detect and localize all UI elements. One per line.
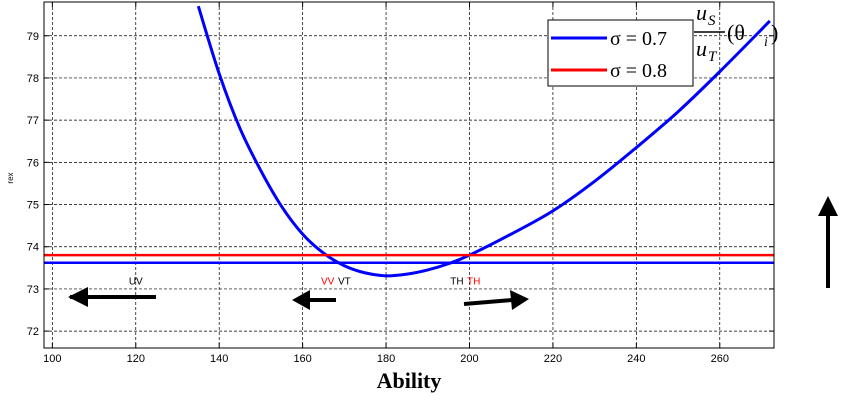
- x-tick-label: 200: [460, 353, 478, 365]
- formula-numerator: u: [696, 0, 707, 25]
- tick-layer: 100 120 140 160 180 200 220 240 260 72 73 74 75 76 77 7…: [27, 2, 774, 365]
- x-tick-label: 240: [627, 353, 645, 365]
- y-tick-label: 73: [27, 284, 39, 296]
- x-tick-label: 220: [544, 353, 562, 365]
- y-tick-label: 79: [27, 31, 39, 43]
- x-tick-label: 180: [377, 353, 395, 365]
- x-axis-label: Ability: [377, 368, 442, 393]
- x-tick-label: 100: [43, 353, 61, 365]
- arrow-up: [818, 196, 838, 288]
- formula-numerator-subscript: S: [708, 13, 716, 29]
- grid: [44, 2, 774, 348]
- plot-frame: [43, 1, 775, 349]
- x-tick-label: 160: [293, 353, 311, 365]
- arrow-left-far: [68, 287, 156, 307]
- y-tick-label: 75: [27, 200, 39, 212]
- y-axis-label: rex: [6, 172, 15, 183]
- y-tick-label: 76: [27, 157, 39, 169]
- annotation-label-2: VT: [338, 276, 351, 287]
- formula-denominator: u: [696, 36, 707, 61]
- formula-argument-close: ): [771, 20, 778, 45]
- y-tick-label: 78: [27, 73, 39, 85]
- series-curve-0: [196, 5, 771, 278]
- arrow-left-near: [292, 290, 336, 310]
- annotation-label-0: UV: [129, 276, 143, 287]
- x-tick-label: 140: [210, 353, 228, 365]
- series-layer: [44, 5, 774, 278]
- annotation-layer: UV VV VT TH TH: [129, 276, 481, 287]
- y-tick-label: 72: [27, 326, 39, 338]
- arrow-right: [463, 290, 529, 310]
- formula-argument-subscript: i: [764, 35, 768, 50]
- formula-argument: (θ: [727, 20, 745, 45]
- y-tick-label: 74: [27, 242, 39, 254]
- annotation-label-3: TH: [450, 276, 463, 287]
- x-tick-label: 120: [127, 353, 145, 365]
- formula-denominator-subscript: T: [708, 49, 718, 65]
- annotation-label-1: VV: [321, 276, 335, 287]
- curve-formula-label: u S u T (θ i ): [694, 0, 778, 65]
- y-tick-label: 77: [27, 115, 39, 127]
- annotation-label-4: TH: [467, 276, 480, 287]
- legend-label-1: σ = 0.8: [610, 60, 667, 82]
- legend-label-0: σ = 0.7: [610, 28, 667, 50]
- legend: σ = 0.7 σ = 0.8: [547, 19, 694, 87]
- legend-box: [547, 19, 694, 87]
- x-tick-label: 260: [711, 353, 729, 365]
